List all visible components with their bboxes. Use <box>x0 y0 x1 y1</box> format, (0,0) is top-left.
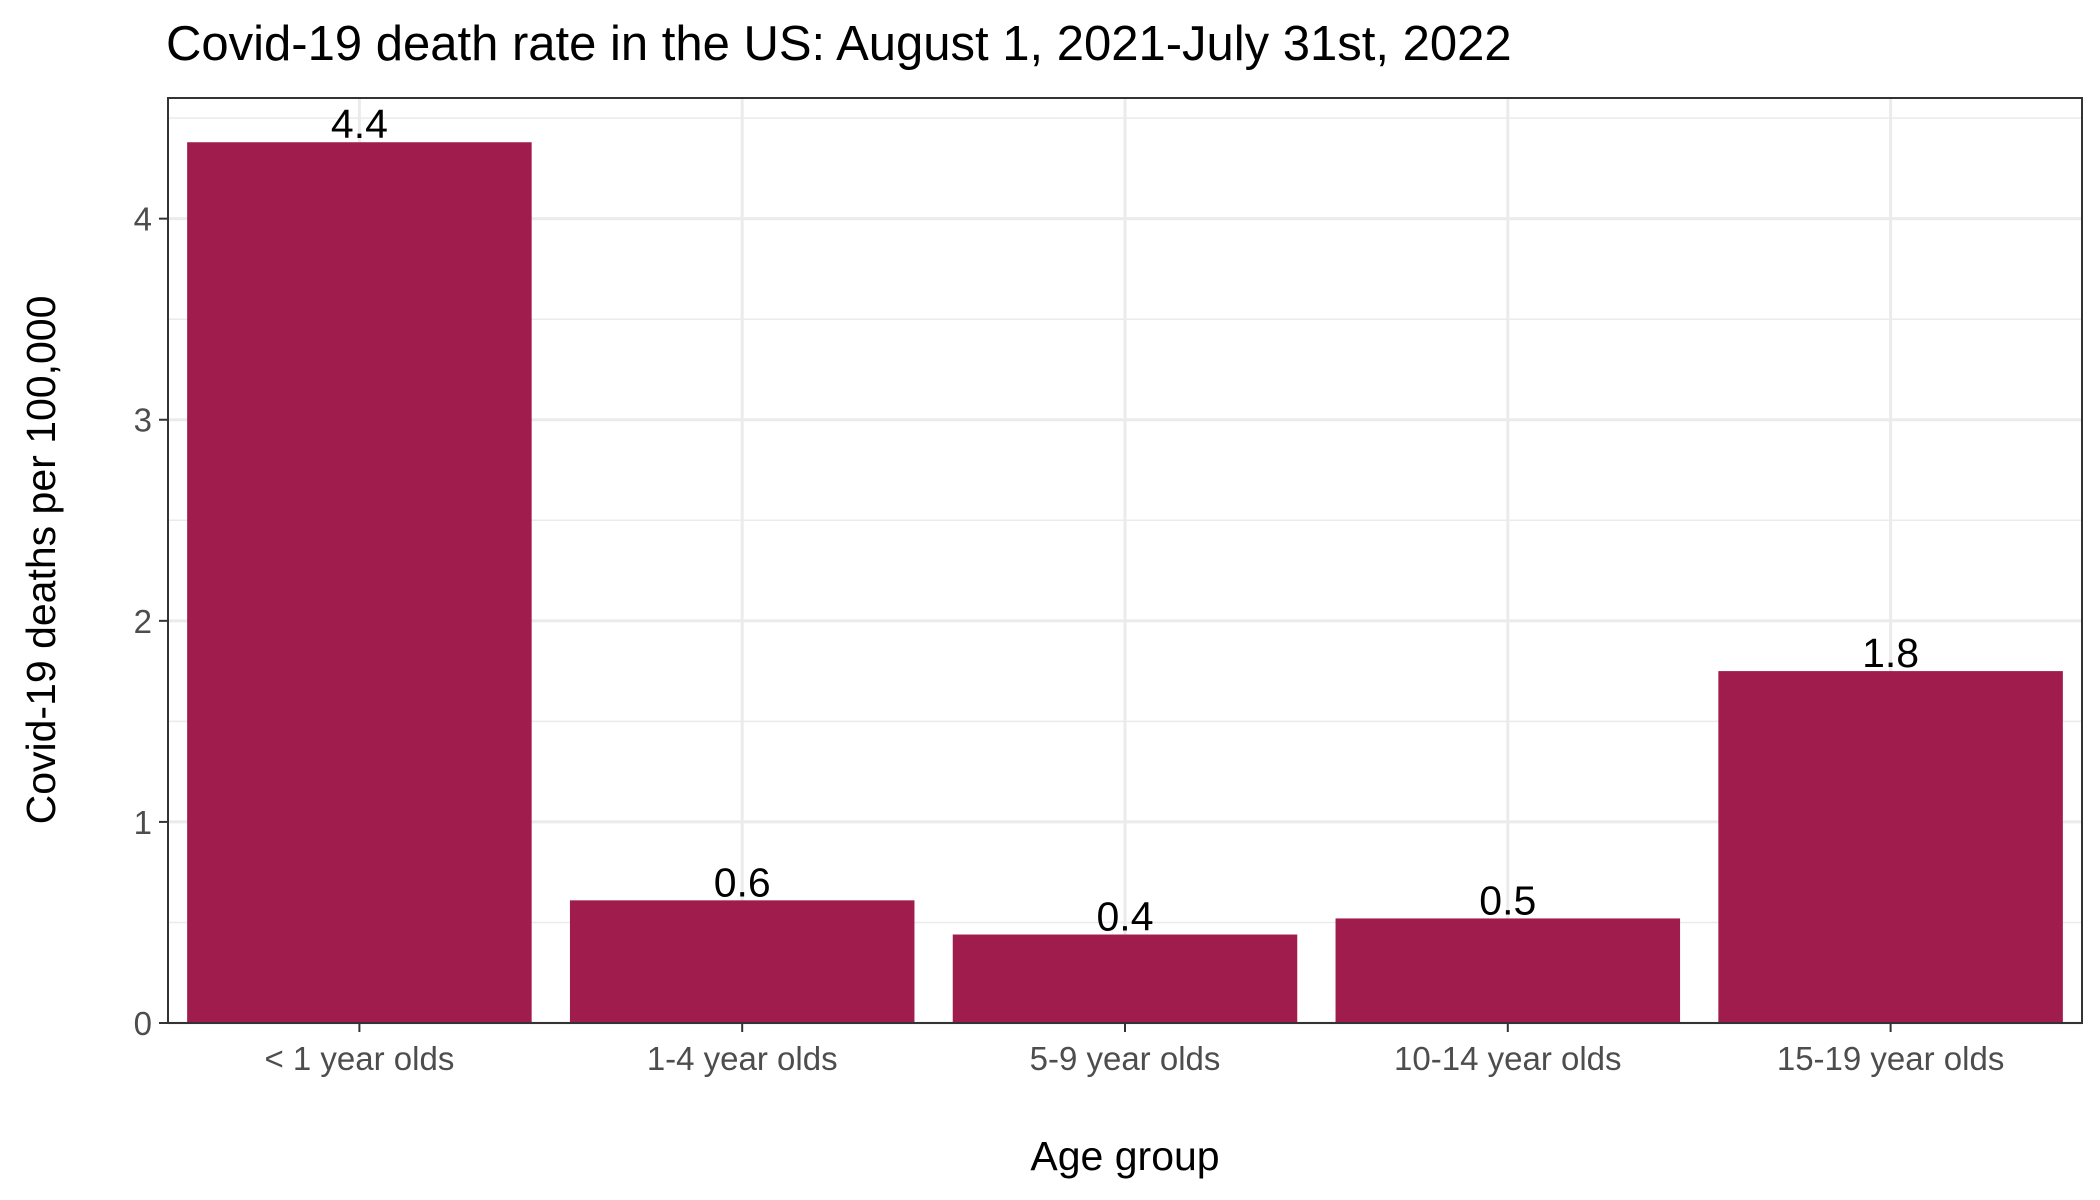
x-tick-label: 1-4 year olds <box>647 1040 838 1077</box>
y-tick-label: 1 <box>134 804 152 841</box>
data-label: 0.6 <box>714 859 771 905</box>
x-tick-label: 10-14 year olds <box>1394 1040 1621 1077</box>
x-tick-label: 15-19 year olds <box>1777 1040 2004 1077</box>
x-tick-label: 5-9 year olds <box>1030 1040 1221 1077</box>
y-tick-label: 0 <box>134 1005 152 1042</box>
chart-title: Covid-19 death rate in the US: August 1,… <box>166 17 1512 71</box>
x-axis-title: Age group <box>1030 1133 1219 1179</box>
bar <box>187 142 532 1023</box>
data-label: 0.5 <box>1479 877 1536 923</box>
data-labels: 4.4 0.6 0.4 0.5 1.8 <box>331 101 1919 939</box>
data-label: 1.8 <box>1862 630 1919 676</box>
y-tick-label: 4 <box>134 201 152 238</box>
bar <box>952 934 1298 1023</box>
bar <box>1335 918 1681 1023</box>
data-label: 4.4 <box>331 101 388 147</box>
bars <box>187 142 2063 1023</box>
y-tick-label: 3 <box>134 402 152 439</box>
bar <box>1718 671 2063 1023</box>
y-axis-title: Covid-19 deaths per 100,000 <box>18 296 64 825</box>
x-tick-label: < 1 year olds <box>264 1040 454 1077</box>
bar <box>569 900 915 1023</box>
y-tick-label: 2 <box>134 603 152 640</box>
data-label: 0.4 <box>1097 894 1154 940</box>
axes: 0 1 2 3 4 < 1 year olds 1-4 year olds 5-9 year … <box>134 201 2005 1077</box>
